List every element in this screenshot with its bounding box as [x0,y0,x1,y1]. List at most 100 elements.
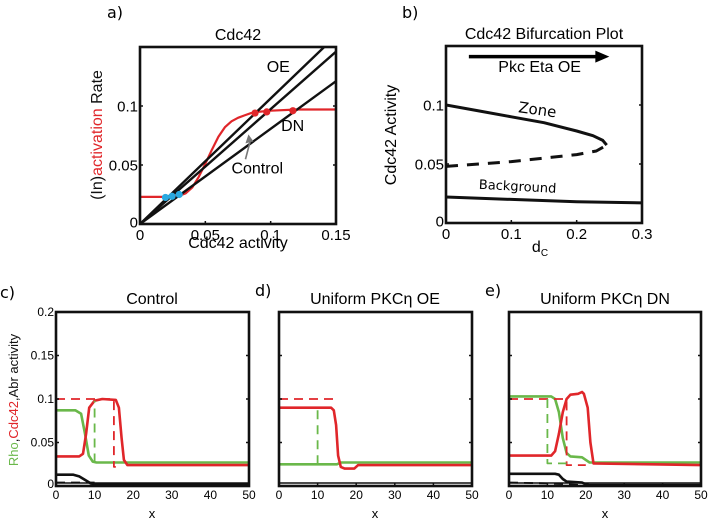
axes-frame-d [277,310,474,488]
series-rho-line [56,408,249,464]
y-axis-label-b: Cdc42 Activity [383,85,400,185]
x-tick-label: 10 [88,488,102,502]
y-tick-label: 0.1 [117,98,138,115]
chart-title-e: Uniform PKCη DN [540,291,670,308]
x-tick-label: 40 [204,488,218,502]
y-tick-label: 0.05 [415,156,444,173]
x-tick-label: 30 [165,488,179,502]
series-zone-stable--line [446,103,608,147]
x-axis-label-d: x [372,506,379,521]
panel-label-d: d) [255,281,271,300]
y-axis-label-part: , [6,439,21,443]
annotation-zone: Zone [517,98,557,121]
x-tick-label: 30 [388,488,402,502]
x-axis-label-b: dC [532,239,548,259]
annotation-control: Control [231,160,283,177]
panel-label-b: b) [402,3,418,22]
y-tick-label: 0 [47,477,54,491]
x-tick-label: 20 [127,488,141,502]
x-tick-label: 0.2 [566,226,587,243]
axes-frame-c [54,310,251,488]
series-dn-line [140,80,336,224]
y-tick-label: 0.1 [423,97,444,114]
axes-frame-a [138,45,338,226]
x-tick-label: 40 [427,488,441,502]
series-rho-line [509,395,701,464]
annotation-dn: DN [281,118,304,135]
chart-title-a: Cdc42 [215,27,261,44]
panel-c-control: c) Control x 0 10 20 30 40 50 0 0.05 0.1 0.15 0.2 R… [0,283,256,521]
series-cdc42-line [509,390,701,467]
pkc-arrow-head-icon [595,50,610,63]
x-tick-label: 0 [506,488,513,502]
x-tick-label: 0 [276,488,283,502]
x-tick-label: 0 [53,488,60,502]
axes-frame-b [444,44,644,225]
y-tick-label: 0 [436,213,444,230]
plot-area-e [509,390,701,486]
annotation-pkc-eta-oe: Pkc Eta OE [498,59,581,76]
y-axis-label-part: Rate [89,70,106,108]
fixed-point-high-3 [251,109,259,117]
y-tick-label: 0.2 [37,305,54,319]
y-axis-label-c: Rho,Cdc42,Abr activity [6,333,21,466]
plot-area-b [446,103,642,205]
y-tick-label: 0.05 [109,157,138,174]
panel-d-uniform-pkc-oe: d) Uniform PKCη OE x 0 10 20 30 40 50 [255,281,479,521]
x-tick-label: 20 [579,488,593,502]
y-axis-label-part: (In) [89,176,106,200]
x-axis-label-c: x [149,506,156,521]
chart-title-b: Cdc42 Bifurcation Plot [465,26,624,43]
y-tick-label: 0 [130,214,138,231]
series-cdc42-ref-line [56,398,116,468]
y-axis-label-part: activation [89,108,106,176]
x-axis-label-b-main: d [532,239,541,256]
y-tick-label: 0.05 [31,436,55,450]
x-tick-label: 0 [442,226,450,243]
control-arrow-shaft [244,140,252,160]
x-tick-label: 50 [694,488,708,502]
x-tick-label: 0.3 [632,226,653,243]
x-tick-label: 0.15 [321,227,350,244]
fixed-point-high-5 [289,107,297,115]
x-tick-label: 0 [136,227,144,244]
x-tick-label: 10 [311,488,325,502]
axes-frame-e [507,310,703,488]
series-rho-ref-line [546,399,567,465]
y-axis-label-part: ,Abr activity [6,333,21,401]
panel-label-e: e) [485,281,501,300]
chart-title-d: Uniform PKCη OE [310,291,440,308]
y-tick-label: 0.15 [31,349,55,363]
x-axis-label-a: Cdc42 activity [188,235,288,252]
annotation-background: Background [478,178,556,197]
fixed-point-high-4 [263,108,271,116]
fixed-point-low-2 [175,190,183,199]
fixed-point-low-1 [168,192,176,200]
series-background-line [446,195,642,205]
panel-e-uniform-pkc-dn: e) Uniform PKCη DN x 0 10 20 30 40 50 [485,281,708,521]
x-tick-label: 20 [350,488,364,502]
panel-b-bifurcation-plot: b) Cdc42 Bifurcation Plot dC Cdc42 Activ… [383,3,652,259]
plot-area-d [279,398,472,470]
x-tick-label: 30 [618,488,632,502]
panel-label-a: a) [107,3,123,22]
y-axis-label-part: Rho [6,442,21,466]
x-tick-label: 10 [541,488,555,502]
plot-area-a [140,47,336,224]
x-axis-label-e: x [602,506,609,521]
chart-title-c: Control [126,291,178,308]
control-arrow-head-icon [245,134,254,144]
series-zone-unstable--line [446,143,608,168]
panel-a-cdc42-rate-plot: a) Cdc42 Cdc42 activity 0 0.05 0.1 0.15 0 0.0… [89,3,351,252]
series-cdc42-ref-line [509,398,586,467]
y-axis-label-part: Cdc42 [6,401,21,439]
series-cdc42-line [279,406,472,470]
x-tick-label: 50 [242,488,256,502]
annotation-oe: OE [267,59,290,76]
fixed-point-low-0 [161,193,170,202]
panel-label-c: c) [0,283,15,302]
x-tick-label: 40 [656,488,670,502]
x-tick-label: 0.1 [260,227,281,244]
x-tick-label: 0.05 [191,227,220,244]
